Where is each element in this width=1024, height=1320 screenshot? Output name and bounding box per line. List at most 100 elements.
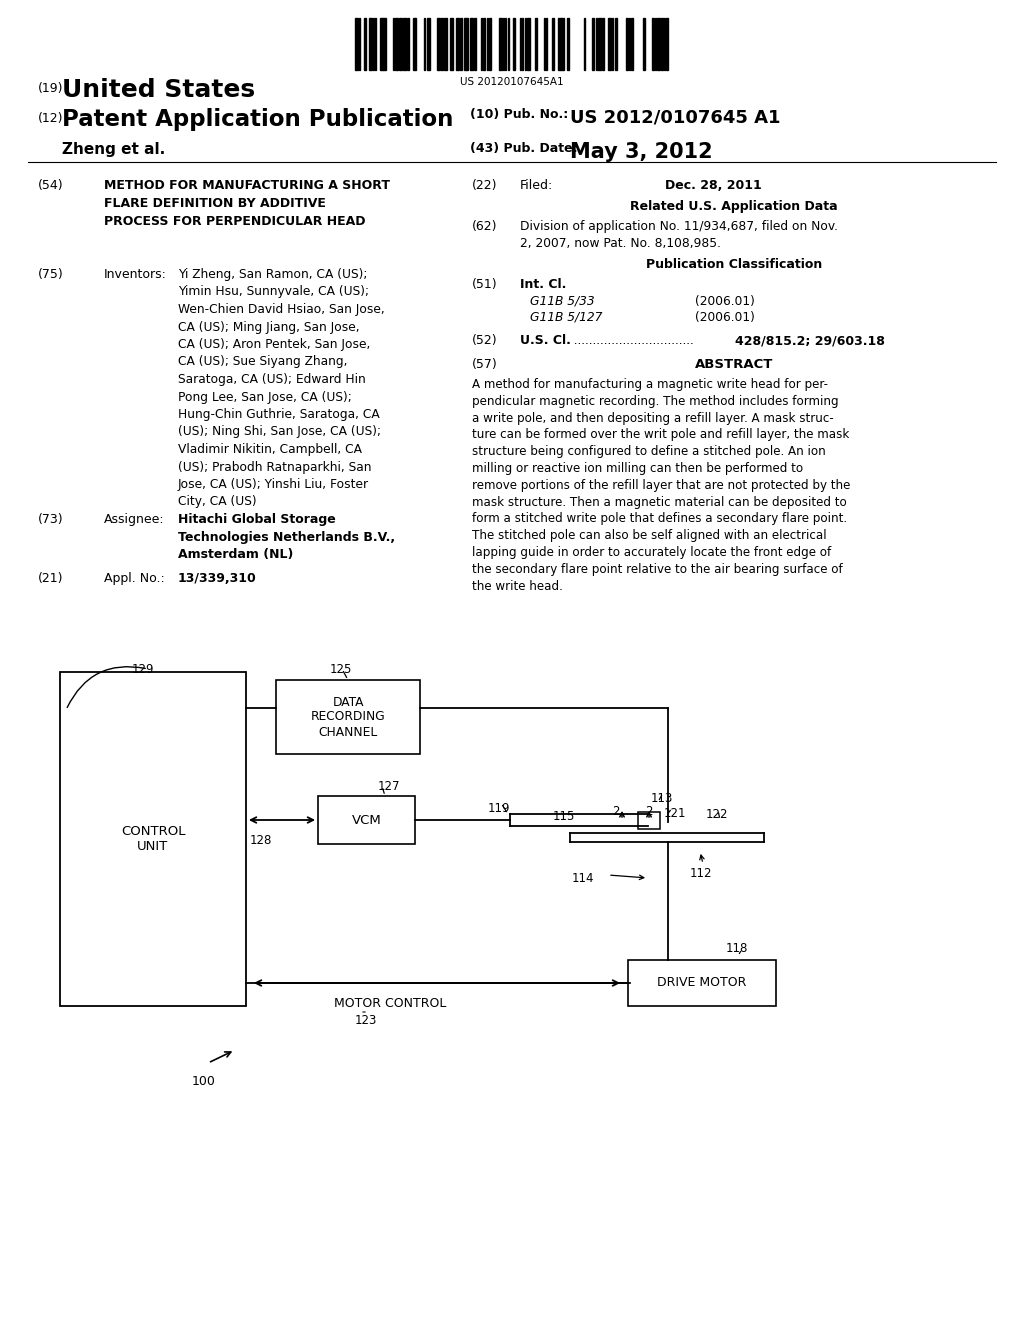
Bar [437,18,439,70]
Bar [460,18,462,70]
Text: 113: 113 [651,792,674,805]
Text: MOTOR CONTROL: MOTOR CONTROL [334,997,446,1010]
Bar [643,18,645,70]
Text: ABSTRACT: ABSTRACT [695,358,773,371]
Text: (51): (51) [472,279,498,290]
Text: 127: 127 [378,780,400,793]
Bar [380,18,383,70]
Text: G11B 5/33: G11B 5/33 [530,294,595,308]
Text: (22): (22) [472,180,498,191]
Bar [602,18,604,70]
Text: 121: 121 [664,807,686,820]
Bar [413,18,416,70]
Text: Hitachi Global Storage
Technologies Netherlands B.V.,
Amsterdam (NL): Hitachi Global Storage Technologies Neth… [178,513,395,561]
Bar [407,18,409,70]
Bar [403,18,406,70]
Bar [607,18,610,70]
Text: CONTROL
UNIT: CONTROL UNIT [121,825,185,853]
Bar [513,18,514,70]
Text: Assignee:: Assignee: [104,513,165,525]
Text: (2006.01): (2006.01) [695,294,755,308]
Bar [276,680,420,754]
Text: U.S. Cl.: U.S. Cl. [520,334,570,347]
Bar [450,18,453,70]
Bar [508,18,509,70]
Bar [464,18,466,70]
Text: Yi Zheng, San Ramon, CA (US);
Yimin Hsu, Sunnyvale, CA (US);
Wen-Chien David Hsi: Yi Zheng, San Ramon, CA (US); Yimin Hsu,… [178,268,385,508]
Text: (52): (52) [472,334,498,347]
Bar [666,18,668,70]
Bar [440,18,442,70]
Text: Dec. 28, 2011: Dec. 28, 2011 [665,180,762,191]
Text: 118: 118 [726,942,749,954]
Text: 114: 114 [571,873,594,884]
Text: (10) Pub. No.:: (10) Pub. No.: [470,108,568,121]
Text: 128: 128 [250,834,272,847]
Text: Filed:: Filed: [520,180,553,191]
Text: 123: 123 [355,1014,378,1027]
Bar [660,18,663,70]
Bar [399,18,402,70]
Text: US 2012/0107645 A1: US 2012/0107645 A1 [570,108,780,125]
Text: 115: 115 [553,810,575,822]
Text: 125: 125 [330,663,352,676]
Text: METHOD FOR MANUFACTURING A SHORT
FLARE DEFINITION BY ADDITIVE
PROCESS FOR PERPEN: METHOD FOR MANUFACTURING A SHORT FLARE D… [104,180,390,228]
Bar [318,796,415,843]
Text: 119: 119 [488,803,511,814]
Bar [466,18,468,70]
Text: 100: 100 [193,1074,216,1088]
Text: 2: 2 [612,805,620,818]
Bar [443,18,446,70]
Bar [521,18,523,70]
Text: Inventors:: Inventors: [104,268,167,281]
Text: May 3, 2012: May 3, 2012 [570,143,713,162]
Bar [552,18,554,70]
Text: DATA
RECORDING
CHANNEL: DATA RECORDING CHANNEL [310,696,385,738]
Text: 13/339,310: 13/339,310 [178,572,257,585]
Text: Zheng et al.: Zheng et al. [62,143,165,157]
Bar [631,18,633,70]
Text: (12): (12) [38,112,63,125]
Text: US 20120107645A1: US 20120107645A1 [460,77,564,87]
Text: (73): (73) [38,513,63,525]
Text: Related U.S. Application Data: Related U.S. Application Data [630,201,838,213]
Bar [527,18,530,70]
Bar [488,18,490,70]
Text: 112: 112 [690,867,713,880]
Text: (62): (62) [472,220,498,234]
Bar [638,812,660,829]
Bar [480,18,482,70]
Bar [558,18,560,70]
Text: Patent Application Publication: Patent Application Publication [62,108,454,131]
Bar [611,18,613,70]
Text: (21): (21) [38,572,63,585]
Bar [474,18,476,70]
Text: 2: 2 [645,805,652,818]
Text: 129: 129 [132,663,155,676]
Bar [392,18,394,70]
Bar [424,18,425,70]
Bar [469,18,472,70]
Text: (19): (19) [38,82,63,95]
Text: 122: 122 [706,808,728,821]
Bar [427,18,429,70]
Bar [358,18,360,70]
Bar [499,18,502,70]
Text: (43) Pub. Date:: (43) Pub. Date: [470,143,578,154]
Text: A method for manufacturing a magnetic write head for per-
pendicular magnetic re: A method for manufacturing a magnetic wr… [472,378,850,593]
Bar [482,18,485,70]
Text: Appl. No.:: Appl. No.: [104,572,165,585]
Text: (2006.01): (2006.01) [695,312,755,323]
Bar [652,18,653,70]
Text: 428/815.2; 29/603.18: 428/815.2; 29/603.18 [735,334,885,347]
Bar [614,18,616,70]
Bar [535,18,537,70]
Text: United States: United States [62,78,255,102]
Bar [626,18,628,70]
Bar [657,18,660,70]
Text: (57): (57) [472,358,498,371]
Text: (75): (75) [38,268,63,281]
Bar [355,18,358,70]
Text: VCM: VCM [351,813,381,826]
Bar [60,672,246,1006]
